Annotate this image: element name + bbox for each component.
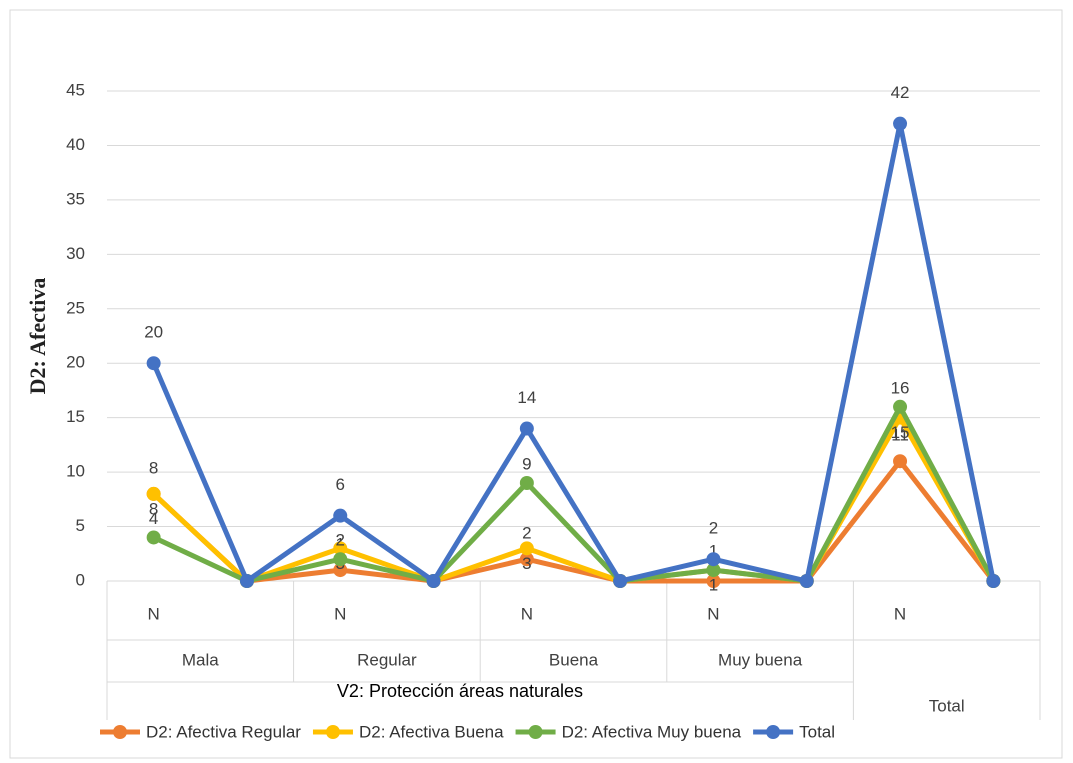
data-point [519, 541, 534, 556]
data-point [146, 486, 161, 501]
data-point [426, 574, 441, 588]
legend-label: D2: Afectiva Muy buena [562, 722, 742, 741]
x-tick-label: N [521, 604, 533, 623]
chart-frame [9, 9, 1063, 759]
data-point [239, 574, 254, 588]
y-tick-label: 25 [66, 298, 85, 317]
data-label: 3 [522, 554, 531, 573]
data-label: 6 [336, 475, 345, 494]
series-line [151, 458, 996, 584]
legend: D2: Afectiva Regular D2: Afectiva Buena D2… [100, 722, 835, 741]
data-label: 9 [522, 454, 531, 473]
legend-marker [766, 725, 781, 739]
data-point [986, 574, 1001, 588]
data-point [146, 530, 161, 545]
group-label: Total [929, 696, 965, 715]
data-label: 8 [149, 458, 158, 477]
data-point [893, 399, 908, 414]
legend-marker [325, 725, 340, 739]
data-label: 2 [336, 531, 345, 550]
data-label: 11 [891, 426, 909, 445]
legend-label: Total [799, 722, 835, 741]
data-point [333, 508, 348, 523]
y-tick-label: 40 [66, 135, 85, 154]
data-point [333, 552, 348, 567]
y-tick-label: 45 [66, 80, 85, 99]
legend-marker [113, 725, 127, 739]
y-tick-label: 35 [66, 189, 85, 208]
y-tick-label: 30 [66, 244, 85, 263]
data-label: 42 [891, 83, 910, 102]
data-label: 15 [891, 423, 910, 442]
y-tick-label: 10 [66, 462, 85, 481]
data-label: 2 [522, 524, 531, 543]
data-point [333, 563, 348, 578]
group-label: Regular [357, 650, 417, 669]
y-tick-label: 0 [76, 570, 85, 589]
x-tick-label: N [707, 604, 719, 623]
data-point [519, 552, 534, 567]
series-line [152, 404, 996, 584]
data-point [146, 356, 161, 371]
data-point [799, 574, 814, 588]
y-tick-label: 5 [76, 516, 85, 535]
data-label: 1 [709, 576, 718, 595]
data-point [519, 421, 534, 436]
x-axis-title: V2: Protección áreas naturales [337, 681, 583, 701]
data-label: 2 [709, 519, 718, 538]
y-axis-title: D2: Afectiva [25, 278, 50, 395]
legend-marker [528, 725, 543, 739]
y-tick-label: 15 [66, 407, 85, 426]
data-point [519, 476, 534, 490]
data-label: 1 [709, 542, 718, 561]
x-tick-label: N [894, 604, 906, 623]
data-label: 20 [144, 323, 163, 342]
data-point [893, 454, 908, 469]
legend-label: D2: Afectiva Regular [146, 722, 301, 741]
data-point [613, 574, 628, 588]
data-label: 16 [891, 378, 910, 397]
data-point [706, 563, 721, 578]
group-label: Muy buena [718, 650, 803, 669]
group-label: Mala [182, 650, 219, 669]
data-point [706, 552, 721, 567]
legend-label: D2: Afectiva Buena [359, 722, 504, 741]
data-label: 4 [149, 509, 158, 528]
data-label: 8 [149, 499, 158, 518]
data-point [706, 574, 721, 588]
series-line [151, 121, 996, 584]
series-line [151, 415, 996, 584]
data-point [333, 541, 348, 556]
group-label: Buena [549, 650, 599, 669]
y-tick-label: 20 [66, 353, 85, 372]
data-label: 14 [517, 388, 536, 407]
x-tick-label: N [148, 604, 160, 623]
data-point [893, 116, 908, 131]
x-tick-label: N [334, 604, 346, 623]
